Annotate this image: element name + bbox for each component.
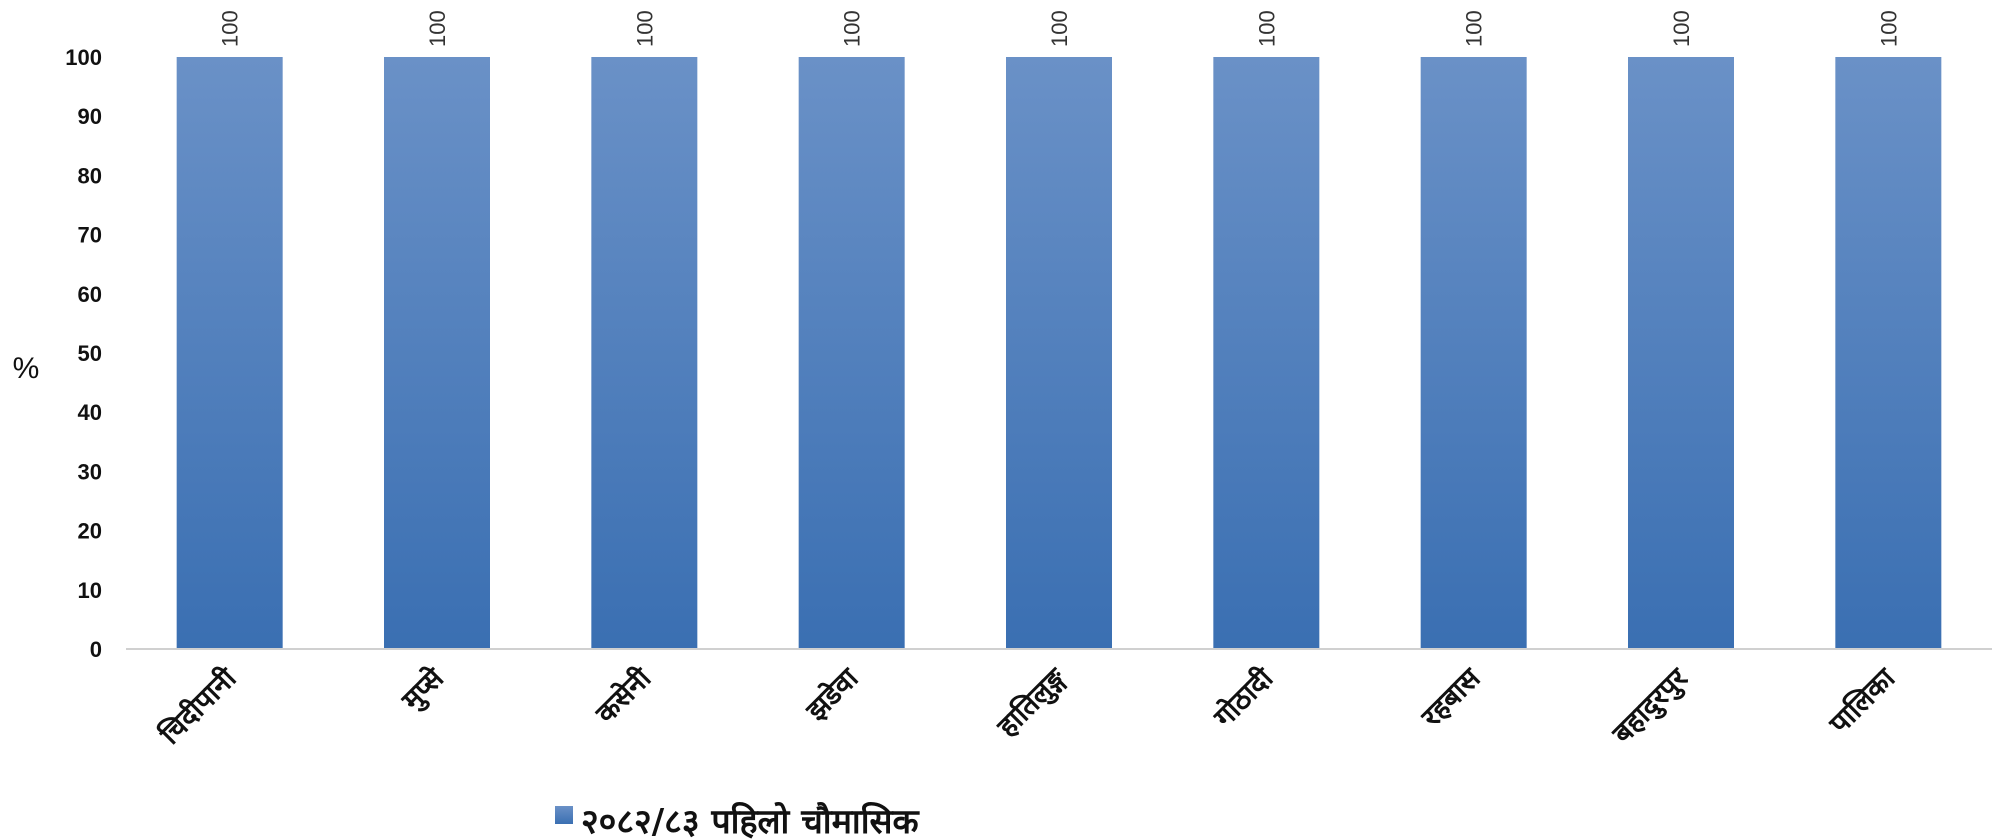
y-tick-label: 0 xyxy=(90,637,102,662)
bar xyxy=(591,57,698,649)
bar-data-label: 100 xyxy=(1254,10,1279,47)
x-tick-label: मुप्से xyxy=(394,661,451,718)
x-tick-label: पालिका xyxy=(1822,660,1903,741)
y-tick-label: 40 xyxy=(78,400,102,425)
legend: २०८२/८३ पहिलो चौमासिक xyxy=(555,801,921,840)
y-axis: 0 10 20 30 40 50 60 70 80 90 100 xyxy=(65,45,102,662)
y-tick-label: 90 xyxy=(78,104,102,129)
bar-data-label: 100 xyxy=(218,10,243,47)
y-tick-label: 60 xyxy=(78,282,102,307)
y-tick-label: 100 xyxy=(65,45,102,70)
y-axis-label: % xyxy=(13,352,40,385)
bar-data-label: 100 xyxy=(840,10,865,47)
bar-data-label: 100 xyxy=(632,10,657,47)
bar xyxy=(1006,57,1112,649)
bars: 100 100 100 100 100 100 100 100 100 xyxy=(176,10,1942,649)
legend-label: २०८२/८३ पहिलो चौमासिक xyxy=(581,801,921,840)
bar-data-label: 100 xyxy=(425,10,450,47)
bar xyxy=(1628,57,1734,649)
bar xyxy=(384,57,490,649)
y-tick-label: 50 xyxy=(78,341,102,366)
bar-data-label: 100 xyxy=(1047,10,1072,47)
bar xyxy=(176,57,283,649)
x-tick-label: रहबास xyxy=(1414,661,1487,734)
bar xyxy=(798,57,905,649)
legend-swatch xyxy=(555,806,573,824)
bar xyxy=(1835,57,1942,649)
x-tick-label: चिदीपानी xyxy=(153,660,244,751)
y-tick-label: 20 xyxy=(78,519,102,544)
bar-data-label: 100 xyxy=(1462,10,1487,47)
bar xyxy=(1213,57,1320,649)
bar-data-label: 100 xyxy=(1669,10,1694,47)
x-tick-label: कसेनी xyxy=(589,660,659,730)
x-axis-tick-labels: चिदीपानी मुप्से कसेनी झडेवा हातिलुङ्ग गोठादी र… xyxy=(153,660,1903,752)
y-tick-label: 10 xyxy=(78,578,102,603)
x-tick-label: झडेवा xyxy=(799,660,866,727)
y-tick-label: 30 xyxy=(78,459,102,484)
y-tick-label: 70 xyxy=(78,223,102,248)
bar xyxy=(1420,57,1527,649)
x-tick-label: हातिलुङ्ग xyxy=(990,661,1074,745)
x-tick-label: बहादुरपुर xyxy=(1605,661,1696,752)
x-tick-label: गोठादी xyxy=(1207,660,1281,734)
y-tick-label: 80 xyxy=(78,163,102,188)
bar-data-label: 100 xyxy=(1876,10,1901,47)
